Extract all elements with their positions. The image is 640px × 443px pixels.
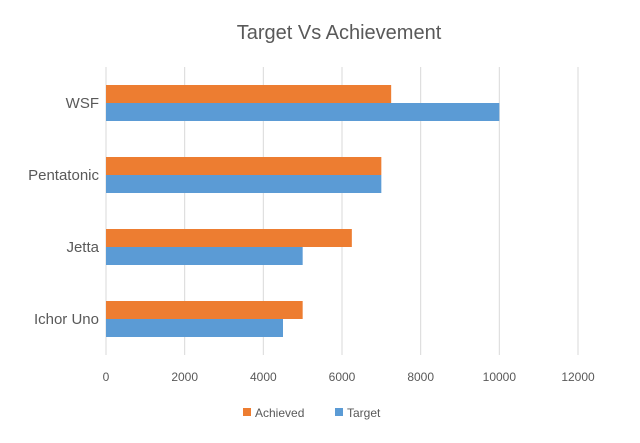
- legend-label-achieved: Achieved: [255, 406, 304, 420]
- chart-title: Target Vs Achievement: [237, 22, 442, 44]
- x-tick-label-12000: 12000: [561, 370, 595, 384]
- x-tick-label-6000: 6000: [329, 370, 356, 384]
- legend: Achieved Target: [243, 406, 381, 420]
- x-tick-label-8000: 8000: [407, 370, 434, 384]
- legend-swatch-target: [335, 408, 343, 416]
- bar-achieved-ichor-uno: [106, 301, 303, 319]
- legend-label-target: Target: [347, 406, 381, 420]
- x-tick-label-0: 0: [103, 370, 110, 384]
- bar-target-jetta: [106, 247, 303, 265]
- category-label-jetta: Jetta: [66, 239, 99, 256]
- category-labels: WSF Pentatonic Jetta Ichor Uno: [28, 95, 100, 328]
- bar-achieved-wsf: [106, 85, 392, 103]
- x-tick-label-4000: 4000: [250, 370, 277, 384]
- bar-target-ichor-uno: [106, 319, 283, 337]
- category-label-wsf: WSF: [66, 95, 99, 112]
- x-tick-label-10000: 10000: [483, 370, 517, 384]
- bar-target-wsf: [106, 103, 500, 121]
- bar-achieved-jetta: [106, 229, 352, 247]
- category-label-pentatonic: Pentatonic: [28, 167, 99, 184]
- bar-achieved-pentatonic: [106, 157, 382, 175]
- category-label-ichor-uno: Ichor Uno: [34, 311, 99, 328]
- legend-swatch-achieved: [243, 408, 251, 416]
- x-tick-labels: 0 2000 4000 6000 8000 10000 12000: [103, 370, 595, 384]
- bar-target-pentatonic: [106, 175, 382, 193]
- x-tick-label-2000: 2000: [171, 370, 198, 384]
- bars: [106, 85, 500, 337]
